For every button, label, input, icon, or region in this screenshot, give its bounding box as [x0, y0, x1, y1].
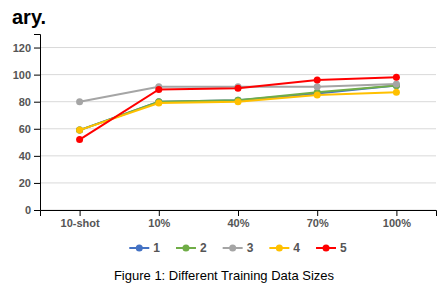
x-tick: 100% [383, 210, 411, 229]
y-axis: 0 20 40 60 80 100 120 [13, 35, 41, 217]
legend-label: 5 [340, 241, 347, 255]
grid-line [40, 47, 436, 48]
y-tick-mark [34, 156, 40, 157]
x-tick-mark [317, 210, 318, 216]
x-tick-label: 10% [148, 217, 170, 229]
point [235, 98, 242, 105]
plot-area: 0 20 40 60 80 100 120 10-shot 10% 40% 70% 100% [13, 35, 437, 229]
legend-label: 1 [153, 241, 160, 255]
legend-marker [229, 245, 236, 252]
point [76, 127, 83, 134]
legend-item: 1 [129, 241, 160, 255]
point [314, 77, 321, 84]
chart: ary.02040608010012010-shot10%40%70%100%1… [0, 0, 448, 288]
y-tick-label: 60 [19, 123, 31, 135]
grid [40, 48, 436, 210]
y-tick-mark [34, 210, 40, 211]
point [314, 91, 321, 98]
x-tick-mark [238, 210, 239, 216]
x-tick-mark [80, 210, 81, 216]
x-tick-label: 40% [227, 217, 249, 229]
point [76, 98, 83, 105]
y-tick: 40 [19, 150, 40, 162]
y-tick-label: 80 [19, 96, 31, 108]
y-tick: 60 [19, 123, 40, 135]
y-tick-mark [34, 75, 40, 76]
y-tick: 120 [13, 42, 40, 54]
marks [76, 74, 400, 143]
y-tick: 100 [13, 69, 40, 81]
y-tick: 20 [19, 177, 40, 189]
y-tick-mark [34, 102, 40, 103]
grid-line [40, 74, 436, 75]
series-line [80, 92, 397, 130]
point [76, 127, 83, 134]
x-tick-label: 70% [307, 217, 329, 229]
x-tick: 10% [148, 210, 170, 229]
grid-line [40, 128, 436, 129]
legend-item: 5 [316, 241, 347, 255]
y-tick-mark [34, 183, 40, 184]
y-tick-mark [34, 129, 40, 130]
point [393, 89, 400, 96]
point [155, 86, 162, 93]
point [76, 127, 83, 134]
y-tick-label: 0 [25, 204, 31, 216]
x-tick-mark [159, 210, 160, 216]
x-tick: 70% [307, 210, 329, 229]
y-tick: 0 [25, 204, 40, 216]
y-tick-mark [34, 48, 40, 49]
y-axis-line [34, 35, 41, 211]
title: ary. [12, 6, 46, 28]
point [393, 74, 400, 81]
y-tick-label: 120 [13, 42, 31, 54]
legend-marker [276, 245, 283, 252]
y-tick-label: 40 [19, 150, 31, 162]
point [76, 136, 83, 143]
legend-label: 3 [247, 241, 254, 255]
legend: 1 2 3 4 5 [129, 241, 347, 255]
legend-marker [136, 245, 143, 252]
y-tick: 80 [19, 96, 40, 108]
y-tick-label: 100 [13, 69, 31, 81]
x-tick: 40% [227, 210, 249, 229]
legend-item: 3 [223, 241, 254, 255]
point [314, 83, 321, 90]
point [393, 81, 400, 88]
grid-line [40, 182, 436, 183]
x-tick-label: 10-shot [61, 217, 100, 229]
grid-line [40, 155, 436, 156]
legend-label: 4 [293, 241, 300, 255]
series-line [80, 77, 397, 139]
caption: Figure 1: Different Training Data Sizes [114, 268, 335, 283]
y-tick-label: 20 [19, 177, 31, 189]
legend-item: 2 [176, 241, 207, 255]
legend-label: 2 [200, 241, 207, 255]
legend-item: 4 [269, 241, 300, 255]
x-axis-line [41, 211, 437, 217]
x-tick: 10-shot [61, 210, 100, 229]
point [235, 85, 242, 92]
x-tick-mark [396, 210, 397, 216]
point [155, 100, 162, 107]
x-tick-label: 100% [383, 217, 411, 229]
legend-marker [182, 245, 189, 252]
x-axis: 10-shot 10% 40% 70% 100% [41, 210, 437, 229]
legend-marker [323, 245, 330, 252]
